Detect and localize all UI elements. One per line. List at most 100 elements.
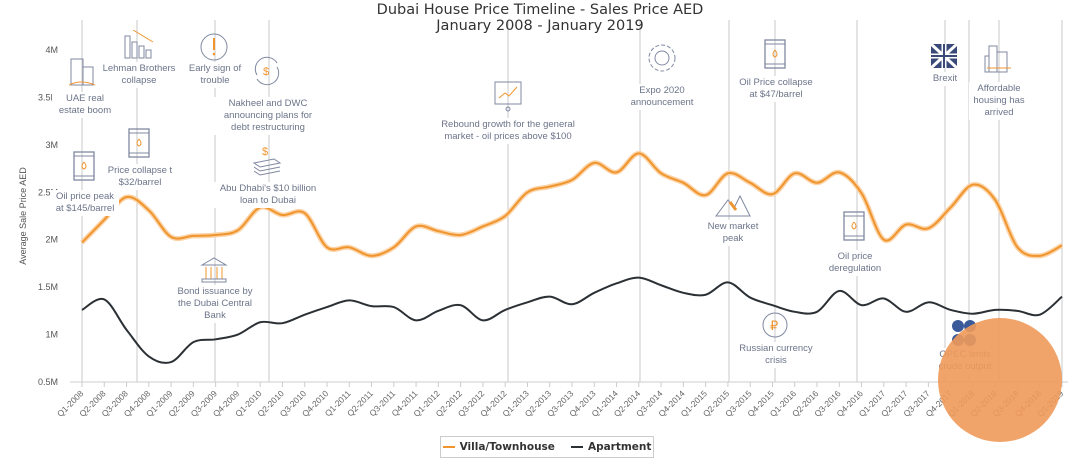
data-point[interactable] <box>325 305 330 310</box>
data-point[interactable] <box>837 288 842 293</box>
data-point[interactable] <box>369 304 374 309</box>
data-point[interactable] <box>169 360 174 365</box>
data-point[interactable] <box>948 307 953 312</box>
data-point[interactable] <box>102 217 107 222</box>
data-point[interactable] <box>792 171 797 176</box>
oil-barrel-icon <box>69 150 101 189</box>
data-point[interactable] <box>770 303 775 308</box>
data-point[interactable] <box>191 340 196 345</box>
data-point[interactable] <box>659 283 664 288</box>
data-point[interactable] <box>904 309 909 314</box>
data-point[interactable] <box>681 180 686 185</box>
data-point[interactable] <box>280 321 285 326</box>
data-point[interactable] <box>191 233 196 238</box>
data-point[interactable] <box>614 281 619 286</box>
oil-barrel-icon <box>839 210 871 249</box>
data-point[interactable] <box>436 308 441 313</box>
data-point[interactable] <box>80 307 85 312</box>
data-point[interactable] <box>770 192 775 197</box>
data-point[interactable] <box>748 180 753 185</box>
data-point[interactable] <box>547 184 552 189</box>
data-point[interactable] <box>124 195 129 200</box>
data-point[interactable] <box>258 320 263 325</box>
data-point[interactable] <box>636 275 641 280</box>
data-point[interactable] <box>859 303 864 308</box>
data-point[interactable] <box>146 208 151 213</box>
annotation-label: New market peak <box>703 220 763 246</box>
data-point[interactable] <box>391 245 396 250</box>
data-point[interactable] <box>881 237 886 242</box>
data-point[interactable] <box>792 309 797 314</box>
data-point[interactable] <box>213 337 218 342</box>
annotation-label: Expo 2020 announcement <box>625 84 699 110</box>
data-point[interactable] <box>748 295 753 300</box>
data-point[interactable] <box>970 311 975 316</box>
data-point[interactable] <box>414 318 419 323</box>
legend-item-apartment[interactable]: Apartment <box>570 441 651 453</box>
data-point[interactable] <box>636 151 641 156</box>
data-point[interactable] <box>436 229 441 234</box>
data-point[interactable] <box>480 318 485 323</box>
data-point[interactable] <box>570 302 575 307</box>
data-point[interactable] <box>948 205 953 210</box>
data-point[interactable] <box>725 171 730 176</box>
legend-item-villa[interactable]: Villa/Townhouse <box>442 441 555 453</box>
data-point[interactable] <box>1060 294 1065 299</box>
data-point[interactable] <box>235 228 240 233</box>
data-point[interactable] <box>815 180 820 185</box>
data-point[interactable] <box>970 182 975 187</box>
data-point[interactable] <box>1037 253 1042 258</box>
data-point[interactable] <box>414 224 419 229</box>
data-point[interactable] <box>1037 312 1042 317</box>
data-point[interactable] <box>369 253 374 258</box>
data-point[interactable] <box>592 290 597 295</box>
data-point[interactable] <box>815 309 820 314</box>
data-point[interactable] <box>703 193 708 198</box>
data-point[interactable] <box>347 245 352 250</box>
data-point[interactable] <box>547 294 552 299</box>
data-point[interactable] <box>347 298 352 303</box>
data-point[interactable] <box>659 171 664 176</box>
data-point[interactable] <box>837 170 842 175</box>
data-point[interactable] <box>681 290 686 295</box>
data-point[interactable] <box>1015 245 1020 250</box>
data-point[interactable] <box>904 222 909 227</box>
data-point[interactable] <box>926 226 931 231</box>
data-point[interactable] <box>614 170 619 175</box>
data-point[interactable] <box>725 280 730 285</box>
data-point[interactable] <box>503 214 508 219</box>
data-point[interactable] <box>325 245 330 250</box>
annotation-label: UAE real estate boom <box>52 92 118 118</box>
data-point[interactable] <box>169 234 174 239</box>
legend: Villa/Townhouse Apartment <box>440 436 654 458</box>
data-point[interactable] <box>146 354 151 359</box>
annotation-label: Rebound growth for the general market - … <box>436 118 580 144</box>
data-point[interactable] <box>525 190 530 195</box>
data-point[interactable] <box>503 307 508 312</box>
data-point[interactable] <box>881 296 886 301</box>
data-point[interactable] <box>80 240 85 245</box>
data-point[interactable] <box>458 232 463 237</box>
data-point[interactable] <box>391 305 396 310</box>
svg-text:$: $ <box>263 66 269 78</box>
data-point[interactable] <box>570 177 575 182</box>
bank-icon <box>199 255 231 294</box>
data-point[interactable] <box>102 297 107 302</box>
data-point[interactable] <box>926 300 931 305</box>
data-point[interactable] <box>302 211 307 216</box>
data-point[interactable] <box>458 303 463 308</box>
data-point[interactable] <box>859 191 864 196</box>
data-point[interactable] <box>235 332 240 337</box>
data-point[interactable] <box>993 307 998 312</box>
data-point[interactable] <box>1060 243 1065 248</box>
data-point[interactable] <box>993 197 998 202</box>
data-point[interactable] <box>1015 308 1020 313</box>
data-point[interactable] <box>280 213 285 218</box>
data-point[interactable] <box>592 160 597 165</box>
data-point[interactable] <box>703 292 708 297</box>
data-point[interactable] <box>213 232 218 237</box>
data-point[interactable] <box>525 300 530 305</box>
data-point[interactable] <box>124 327 129 332</box>
data-point[interactable] <box>480 224 485 229</box>
data-point[interactable] <box>302 312 307 317</box>
